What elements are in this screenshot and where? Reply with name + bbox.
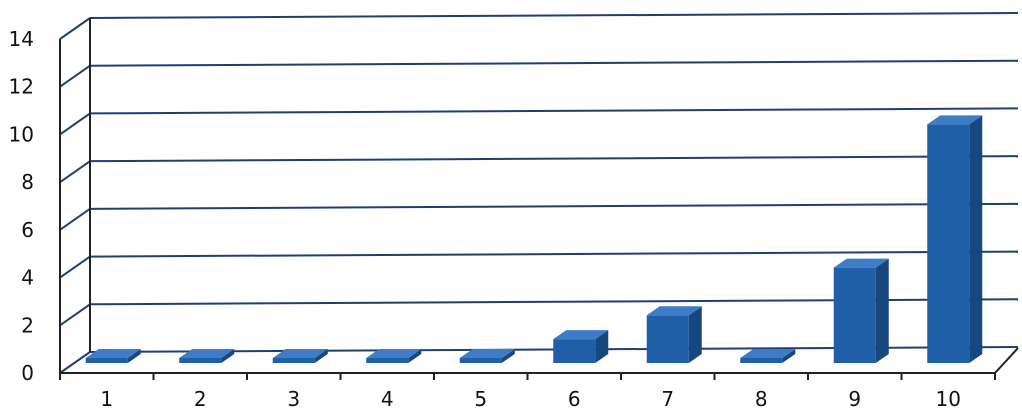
bar-front-9 <box>833 267 876 363</box>
bar-9 <box>833 258 889 363</box>
bar-front-2 <box>179 358 222 363</box>
depth-gridline-7 <box>59 17 91 40</box>
bar-6 <box>553 330 609 363</box>
depth-gridline-0 <box>59 351 91 374</box>
bar-side-2 <box>221 349 235 363</box>
bar-layer <box>85 115 983 363</box>
x-tick-label-5: 5 <box>474 387 487 411</box>
bar-top-9 <box>833 258 889 268</box>
y-tick-label-6: 12 <box>9 75 34 99</box>
gridline-3 <box>89 202 1019 210</box>
x-tick-label-3: 3 <box>287 387 300 411</box>
depth-gridline-6 <box>59 64 91 88</box>
x-tick-label-9: 9 <box>848 387 861 411</box>
x-tick-label-4: 4 <box>381 387 394 411</box>
bar-7 <box>646 306 702 363</box>
bar-4 <box>366 349 422 363</box>
y-tick-label-1: 2 <box>21 313 34 337</box>
gridline-2 <box>89 250 1019 258</box>
bar-5 <box>459 349 515 363</box>
x-tick-label-8: 8 <box>755 387 768 411</box>
gridline-6 <box>89 59 1019 67</box>
x-tick-label-1: 1 <box>100 387 113 411</box>
bar-side-3 <box>314 349 328 363</box>
depth-gridline-1 <box>59 303 91 327</box>
depth-gridline-4 <box>59 160 91 183</box>
bar-top-1 <box>85 349 141 358</box>
bar-side-9 <box>875 258 889 363</box>
bar-front-10 <box>927 124 970 363</box>
bar-3 <box>272 349 328 363</box>
depth-gridline-2 <box>59 255 91 279</box>
bar-side-5 <box>501 349 515 363</box>
bar-front-5 <box>459 358 502 363</box>
bar-front-6 <box>553 339 596 363</box>
gridline-4 <box>89 155 1019 163</box>
bar-top-8 <box>740 349 796 358</box>
bar-side-4 <box>408 349 422 363</box>
bar-top-10 <box>927 115 983 125</box>
y-tick-label-3: 6 <box>21 218 34 242</box>
bar-side-10 <box>969 115 983 363</box>
bar-front-8 <box>740 358 783 363</box>
bar-top-6 <box>553 330 609 340</box>
grid-layer <box>59 12 1019 374</box>
bar-front-7 <box>646 315 689 363</box>
gridline-7 <box>89 12 1019 19</box>
bar-front-1 <box>85 358 128 363</box>
x-tick-label-2: 2 <box>194 387 207 411</box>
bar-top-5 <box>459 349 515 358</box>
y-tick-label-2: 4 <box>21 266 34 290</box>
y-tick-label-0: 0 <box>21 361 34 385</box>
bar-top-7 <box>646 306 702 316</box>
x-tick-label-10: 10 <box>936 387 961 411</box>
depth-gridline-5 <box>59 112 91 136</box>
bar-side-1 <box>127 349 141 363</box>
bar-top-2 <box>179 349 235 358</box>
bar-side-6 <box>595 330 609 363</box>
floor-right-edge <box>994 347 1019 374</box>
bar-8 <box>740 349 796 363</box>
bar-10 <box>927 115 983 363</box>
bar-front-4 <box>366 358 409 363</box>
y-tick-label-4: 8 <box>21 170 34 194</box>
axis-layer <box>59 18 1019 380</box>
bar-side-7 <box>688 306 702 363</box>
y-tick-label-7: 14 <box>9 27 34 51</box>
bar-top-3 <box>272 349 328 358</box>
depth-gridline-3 <box>59 208 91 231</box>
bar-2 <box>179 349 235 363</box>
bar-1 <box>85 349 141 363</box>
bar-top-4 <box>366 349 422 358</box>
x-tick-label-7: 7 <box>661 387 674 411</box>
gridline-5 <box>89 107 1019 115</box>
bar-side-8 <box>782 349 796 363</box>
y-tick-label-5: 10 <box>9 122 34 146</box>
bar-front-3 <box>272 358 315 363</box>
x-tick-label-6: 6 <box>568 387 581 411</box>
